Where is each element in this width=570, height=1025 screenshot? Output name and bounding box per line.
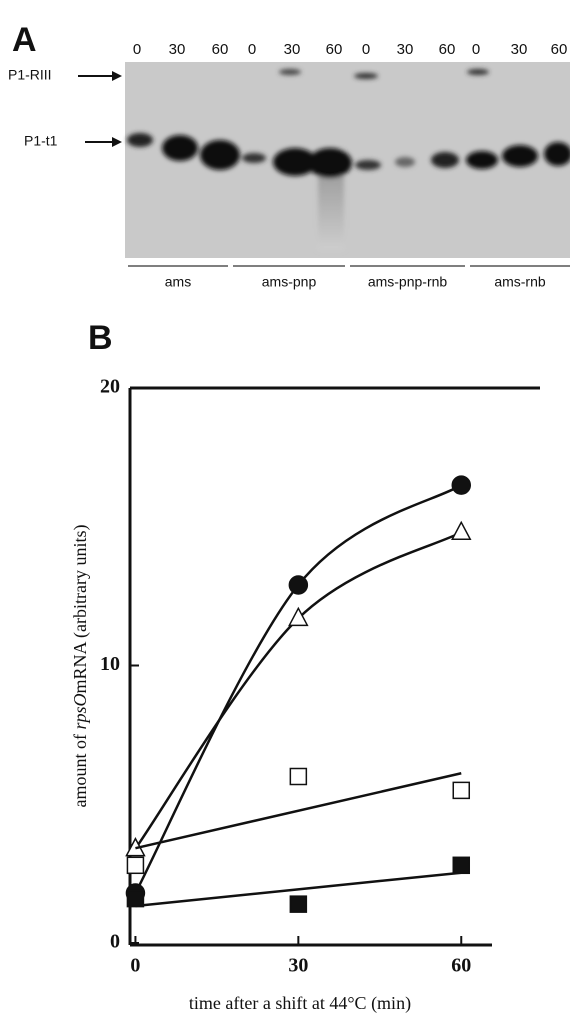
group-label: ams-pnp [262, 274, 317, 290]
arrow-head [112, 137, 122, 147]
panel-letter: A [12, 21, 37, 59]
lane-label: 60 [212, 41, 229, 58]
lane-label: 30 [511, 41, 528, 58]
x-tick-label: 30 [288, 955, 308, 977]
lane-label: 60 [439, 41, 456, 58]
x-tick-label: 60 [451, 955, 471, 977]
group-labels: ams ams-pnp ams-pnp-rnb ams-rnb [128, 266, 570, 290]
y-tick-label: 0 [110, 931, 120, 953]
y-tick-label: 10 [100, 653, 120, 675]
point [127, 891, 143, 907]
point [452, 522, 470, 539]
group-label: ams [165, 274, 191, 290]
point [453, 857, 469, 873]
lane-label: 0 [248, 41, 256, 58]
band-label: P1-t1 [24, 133, 58, 149]
lane-label: 30 [397, 41, 414, 58]
series-line [135, 485, 461, 893]
point [453, 782, 469, 798]
band-label: P1-RIII [8, 67, 52, 83]
y-label-part: rpsO [70, 693, 90, 729]
y-axis-label: amount of rpsOmRNA (arbitrary units) [70, 525, 91, 808]
lane-label: 60 [326, 41, 343, 58]
point [127, 857, 143, 873]
group-label: ams-pnp-rnb [368, 274, 448, 290]
page: A 0 30 60 0 30 60 0 30 60 0 30 60 P1-RIII P1-t1 ams… [0, 0, 570, 1025]
y-tick-label: 20 [100, 376, 120, 398]
arrow-head [112, 71, 122, 81]
lane-label: 0 [133, 41, 141, 58]
point [289, 576, 307, 594]
lane-label: 60 [551, 41, 568, 58]
point [290, 769, 306, 785]
y-label-part: amount of [70, 730, 90, 808]
x-axis-label: time after a shift at 44°C (min) [189, 993, 411, 1014]
x-tick-label: 0 [130, 955, 140, 977]
point [452, 476, 470, 494]
lane-label: 30 [284, 41, 301, 58]
group-label: ams-rnb [494, 274, 546, 290]
panel-letter: B [88, 319, 113, 357]
y-label-part: mRNA (arbitrary units) [70, 525, 91, 694]
chart: 0 10 20 0 30 60 [100, 376, 540, 977]
lane-label: 0 [472, 41, 480, 58]
lane-label: 30 [169, 41, 186, 58]
lane-labels: 0 30 60 0 30 60 0 30 60 0 30 60 [133, 41, 568, 58]
point [290, 896, 306, 912]
lane-label: 0 [362, 41, 370, 58]
figure: A 0 30 60 0 30 60 0 30 60 0 30 60 P1-RIII P1-t1 ams… [0, 0, 570, 1025]
